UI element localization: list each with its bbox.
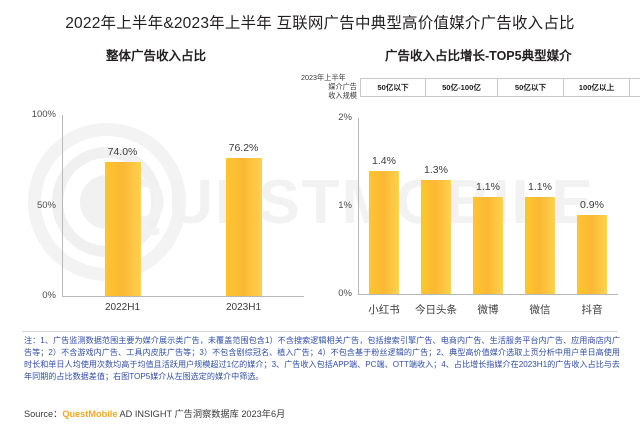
source-rest: AD INSIGHT 广告洞察数据库 2023年6月 <box>117 409 286 419</box>
source-prefix: Source： <box>24 409 63 419</box>
y-axis-tick-label: 100% <box>31 109 56 120</box>
y-axis-tick-label: 0% <box>338 288 352 299</box>
scale-label-line2: 媒介广告 <box>328 81 357 91</box>
y-axis-tick-label: 2% <box>338 112 352 123</box>
bar <box>421 179 451 294</box>
bar-value-label: 74.0% <box>107 146 138 159</box>
y-axis-line <box>358 118 359 294</box>
footnote-text: 注：1、广告监测数据范围主要为媒介展示类广告，未覆盖范围包含1）不含搜索逻辑相关… <box>24 336 620 382</box>
bar <box>104 162 141 296</box>
scale-cell-weixin: 100亿以上 <box>564 77 630 97</box>
overall-ad-revenue-share-chart: 0% 50% 100% 74.0% 2022H1 76.2% 2023H1 <box>28 107 310 322</box>
scale-label-line1: 2023年上半年 <box>301 73 346 82</box>
y-axis-line <box>62 115 63 296</box>
scale-cell-weibo: 50亿以下 <box>498 77 564 97</box>
scale-header-cells: 50亿以下 50亿-100亿 50亿以下 100亿以上 100亿以上 <box>360 77 640 97</box>
bar-value-label: 0.9% <box>580 198 604 211</box>
category-label: 今日头条 <box>415 304 457 316</box>
bar <box>225 158 262 296</box>
source-brand: QuestMobile <box>62 409 118 419</box>
right-panel-subtitle: 广告收入占比增长-TOP5典型媒介 <box>385 49 572 63</box>
scale-cell-douyin: 100亿以上 <box>630 77 640 97</box>
bar-value-label: 1.1% <box>528 181 552 194</box>
x-axis-line <box>62 296 304 297</box>
category-label: 小红书 <box>368 304 400 316</box>
source-line: Source：QuestMobile AD INSIGHT 广告洞察数据库 20… <box>24 406 285 420</box>
bar <box>577 214 607 294</box>
y-axis-tick-label: 1% <box>338 200 352 211</box>
bar-value-label: 1.3% <box>424 163 448 176</box>
footnote-divider <box>22 331 618 332</box>
left-panel-subtitle: 整体广告收入占比 <box>106 49 207 63</box>
bar-value-label: 1.1% <box>476 181 500 194</box>
category-label: 抖音 <box>581 304 603 316</box>
scale-label-line3: 收入规模 <box>328 90 357 100</box>
x-axis-line <box>358 294 618 295</box>
category-label: 微信 <box>529 304 551 316</box>
scale-cell-toutiao: 50亿-100亿 <box>426 77 498 97</box>
bar <box>525 197 555 294</box>
bar <box>473 197 503 294</box>
bar <box>369 170 399 294</box>
page-title: 2022年上半年&2023年上半年 互联网广告中典型高价值媒介广告收入占比 <box>65 15 575 32</box>
category-label: 2023H1 <box>225 302 262 313</box>
top5-media-growth-chart: 0% 1% 2% 1.4% 小红书 1.3% 今日头条 1.1% 微博 1.1% 微信 0.9% 抖音 <box>332 110 624 322</box>
category-label: 微博 <box>477 304 499 316</box>
media-revenue-scale-header: 2023年上半年 媒介广告 收入规模 50亿以下 50亿-100亿 50亿以下 … <box>300 73 640 100</box>
y-axis-tick-label: 50% <box>36 199 56 211</box>
bar-value-label: 76.2% <box>228 142 259 155</box>
category-label: 2022H1 <box>104 302 141 313</box>
bar-value-label: 1.4% <box>372 154 396 167</box>
scale-header-label: 2023年上半年 媒介广告 收入规模 <box>300 73 360 100</box>
scale-cell-xiaohongshu: 50亿以下 <box>360 77 426 97</box>
y-axis-tick-label: 0% <box>42 290 56 301</box>
